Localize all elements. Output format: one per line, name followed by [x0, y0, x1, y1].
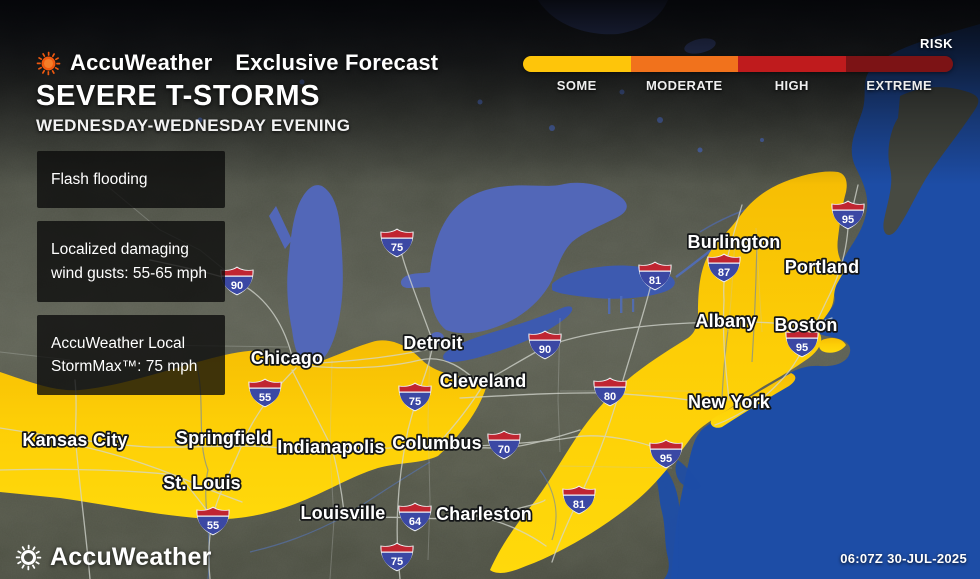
brand-row: AccuWeather Exclusive Forecast: [36, 50, 438, 76]
interstate-87-shield: 87: [707, 253, 741, 283]
risk-segment-moderate: [630, 56, 738, 72]
risk-segment-some: [523, 56, 631, 72]
callout-stormmax: AccuWeather Local StormMax™: 75 mph: [37, 314, 225, 396]
svg-text:75: 75: [391, 242, 403, 254]
interstate-81-shield: 81: [562, 485, 596, 515]
interstate-70-shield: 70: [487, 430, 521, 460]
risk-scale-bar: [523, 56, 953, 72]
city-labels: Kansas City Springfield St. Louis Chicago De…: [21, 230, 861, 525]
svg-text:81: 81: [649, 275, 661, 287]
svg-text:75: 75: [409, 396, 421, 408]
interstate-75-shield: 75: [380, 228, 414, 258]
risk-name-high: HIGH: [774, 78, 809, 93]
interstate-95-shield: 95: [785, 328, 819, 358]
city-label-louisville: Louisville: [300, 503, 385, 523]
risk-segment-high: [738, 56, 846, 72]
city-label-burlington: Burlington: [688, 232, 781, 252]
city-label-albany: Albany: [695, 311, 756, 331]
forecast-title: SEVERE T-STORMS: [36, 80, 321, 112]
interstate-90-shield: 90: [528, 330, 562, 360]
svg-text:75: 75: [391, 556, 403, 568]
interstate-80-shield: 80: [593, 377, 627, 407]
risk-legend-label: RISK: [919, 36, 953, 51]
lake-huron: [400, 182, 627, 334]
interstate-55-shield: 55: [248, 378, 282, 408]
interstate-75-shield: 75: [380, 542, 414, 572]
risk-legend: RISK SOME MODERATE HIGH EXTREME: [523, 36, 953, 93]
city-label-detroit: Detroit: [403, 333, 462, 353]
interstate-64-shield: 64: [398, 502, 432, 532]
risk-name-moderate: MODERATE: [645, 78, 723, 93]
svg-text:95: 95: [842, 214, 854, 226]
risk-name-some: SOME: [556, 78, 597, 93]
lake-st-clair: [430, 332, 444, 344]
interstate-90-shield: 90: [220, 266, 254, 296]
city-label-new-york: New York: [688, 392, 771, 412]
svg-text:80: 80: [604, 391, 616, 403]
callout-wind-gusts: Localized damaging wind gusts: 55-65 mph: [37, 221, 225, 302]
svg-text:95: 95: [796, 342, 808, 354]
accuweather-sun-icon: [36, 51, 61, 75]
svg-text:64: 64: [409, 516, 422, 528]
forecast-valid-period: WEDNESDAY-WEDNESDAY EVENING: [36, 116, 351, 135]
svg-text:81: 81: [573, 499, 585, 511]
interstate-shields: 90 75 81 87 95 90 95 55 75 80 70 95 55 64 81 75: [196, 200, 865, 572]
delaware-bay: [675, 460, 701, 490]
svg-text:90: 90: [231, 280, 243, 292]
green-bay: [269, 206, 292, 249]
city-label-st-louis: St. Louis: [163, 473, 241, 493]
lake-michigan: [287, 185, 343, 365]
interstate-95-shield: 95: [831, 200, 865, 230]
svg-text:90: 90: [539, 344, 551, 356]
risk-area-northeast: [490, 171, 847, 573]
accuweather-sun-icon-white: [15, 544, 42, 571]
svg-text:70: 70: [498, 444, 510, 456]
risk-scale-names: SOME MODERATE HIGH EXTREME: [523, 78, 953, 93]
program-name: Exclusive Forecast: [235, 50, 439, 75]
brand-name: AccuWeather: [70, 50, 213, 75]
header: AccuWeather Exclusive Forecast SEVERE T-…: [36, 50, 438, 136]
callout-boxes: Flash flooding Localized damaging wind g…: [37, 151, 225, 408]
city-label-portland: Portland: [785, 257, 860, 277]
city-label-springfield: Springfield: [176, 428, 272, 448]
svg-text:55: 55: [207, 520, 219, 532]
svg-text:55: 55: [259, 392, 271, 404]
city-label-cleveland: Cleveland: [440, 371, 527, 391]
interstate-55-shield: 55: [196, 506, 230, 536]
risk-name-extreme: EXTREME: [866, 78, 933, 93]
timestamp: 06:07Z 30-JUL-2025: [840, 551, 967, 566]
risk-area-cape-cod: [819, 337, 846, 353]
risk-segment-extreme: [845, 56, 953, 72]
footer-logo: AccuWeather: [15, 543, 212, 572]
callout-flash-flooding: Flash flooding: [37, 151, 225, 209]
city-label-boston: Boston: [774, 315, 837, 335]
svg-text:95: 95: [660, 453, 672, 465]
city-label-columbus: Columbus: [392, 433, 482, 453]
interstate-81-shield: 81: [638, 261, 672, 291]
city-label-kansas-city: Kansas City: [22, 430, 127, 450]
svg-text:87: 87: [718, 267, 730, 279]
footer-brand-name: AccuWeather: [50, 543, 212, 571]
city-label-chicago: Chicago: [251, 348, 323, 368]
lake-erie: [443, 306, 573, 362]
interstate-95-shield: 95: [649, 439, 683, 469]
city-label-charleston: Charleston: [436, 504, 532, 524]
city-label-indianapolis: Indianapolis: [277, 437, 384, 457]
interstate-75-shield: 75: [398, 382, 432, 412]
chesapeake-bay: [652, 466, 680, 579]
